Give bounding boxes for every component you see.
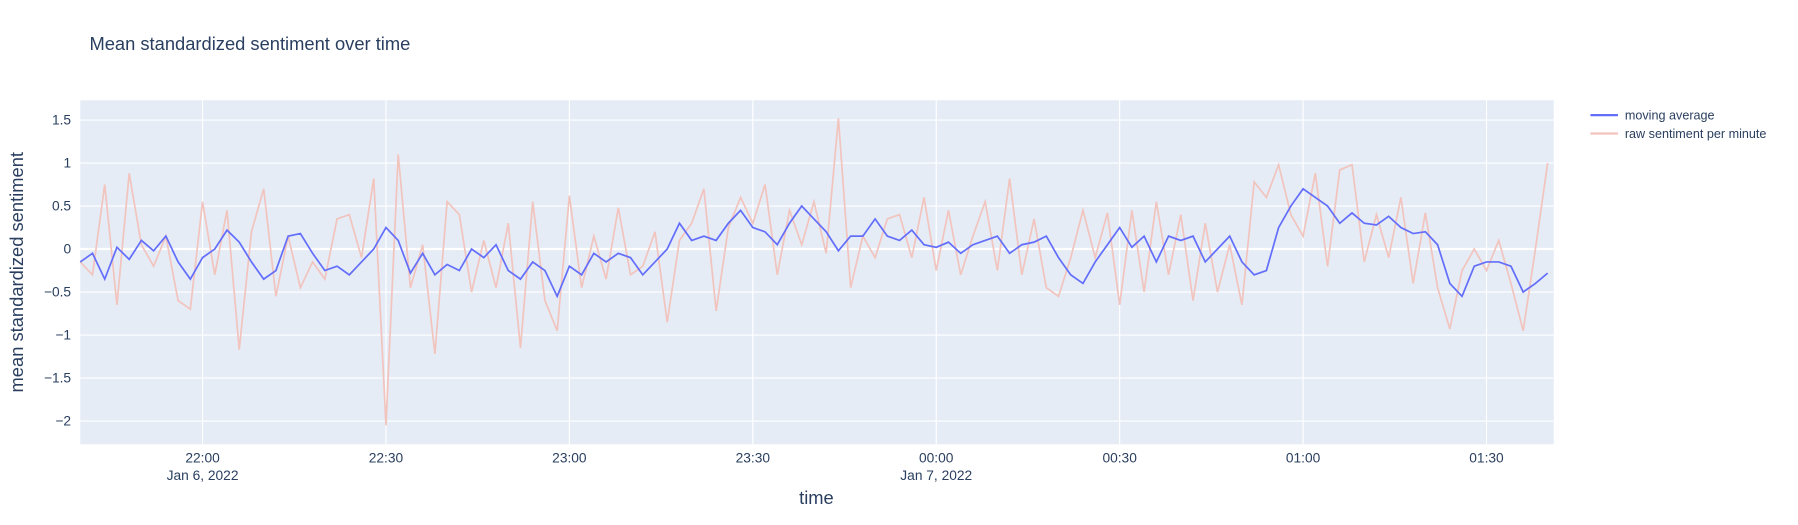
chart-title: Mean standardized sentiment over time [89, 33, 410, 54]
x-tick-label: 22:30 [369, 451, 404, 466]
plot-area [80, 100, 1554, 445]
x-tick-label: 23:00 [552, 451, 587, 466]
x-tick-label: 23:30 [736, 451, 771, 466]
x-tick-label: 00:30 [1102, 451, 1137, 466]
legend-label: raw sentiment per minute [1625, 127, 1767, 141]
y-tick-label: 0.5 [52, 199, 71, 214]
y-tick-label: −2 [55, 414, 71, 429]
series-line [79, 187, 1549, 299]
y-tick-label: −1 [55, 328, 71, 343]
x-tick-label: 22:00 Jan 6, 2022 [167, 451, 239, 483]
y-tick-label: 1 [63, 156, 71, 171]
y-axis-title: mean standardized sentiment [6, 152, 27, 392]
y-tick-label: −0.5 [44, 285, 71, 300]
x-axis-title: time [799, 487, 834, 508]
y-tick-label: 0 [63, 242, 71, 257]
x-tick-label: 01:30 [1469, 451, 1504, 466]
y-tick-label: 1.5 [52, 113, 71, 128]
legend-label: moving average [1625, 109, 1715, 123]
y-tick-label: −1.5 [44, 371, 71, 386]
x-tick-label: 00:00 Jan 7, 2022 [900, 451, 972, 483]
series-line [79, 118, 1549, 426]
x-tick-label: 01:00 [1286, 451, 1321, 466]
